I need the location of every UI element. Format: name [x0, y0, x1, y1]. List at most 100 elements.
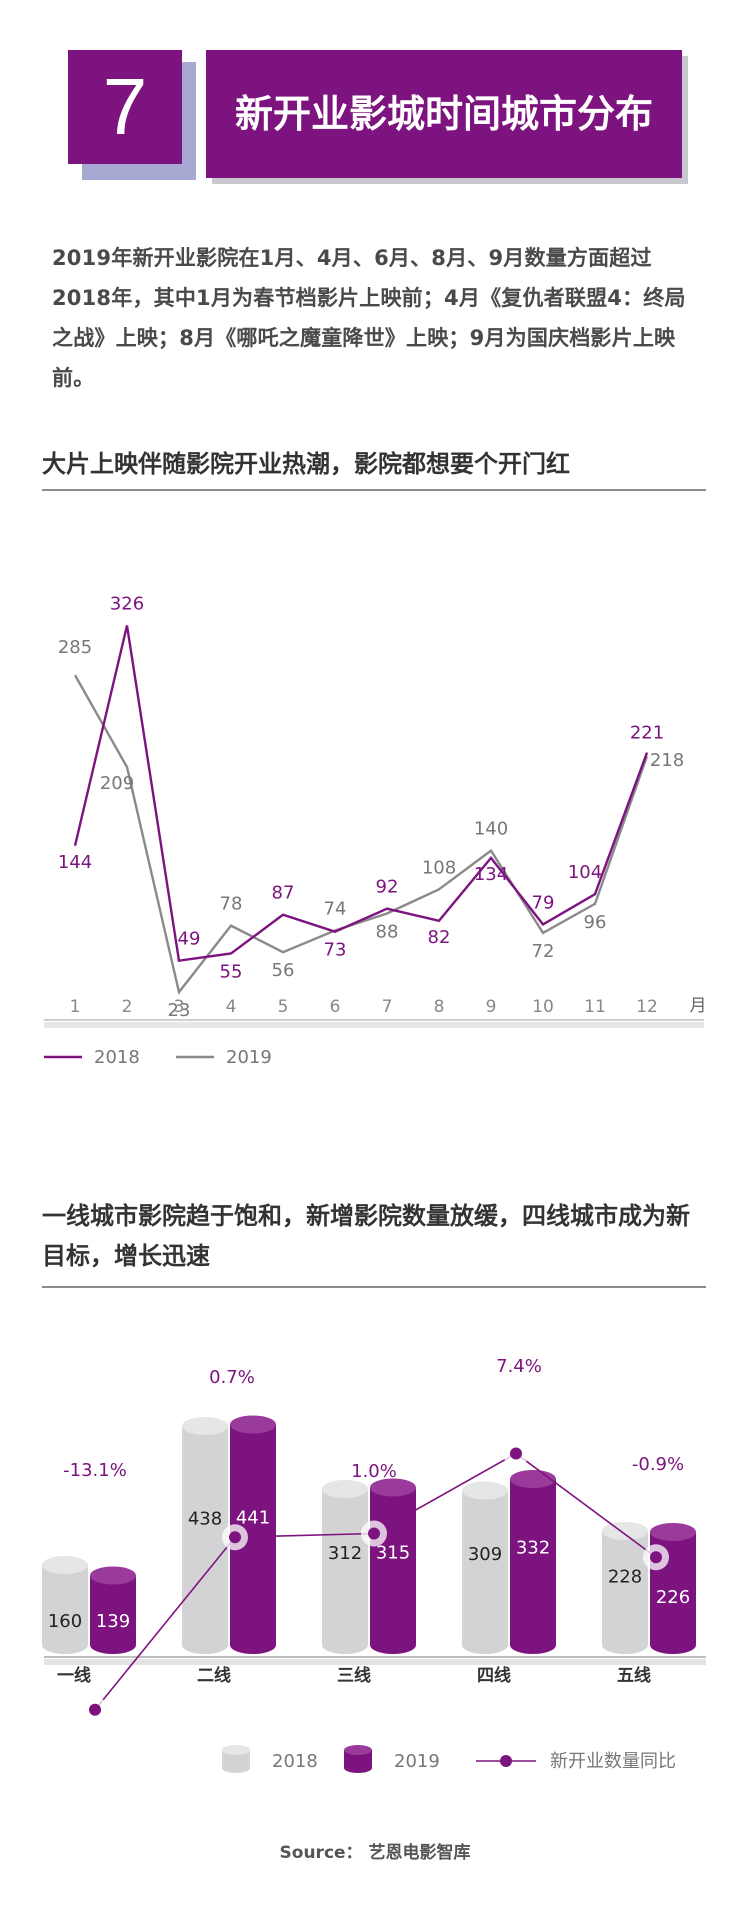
yoy-marker: [650, 1551, 662, 1564]
bar-value-2018: 312: [328, 1543, 362, 1564]
x-tick-label: 2: [122, 997, 133, 1017]
bar-2019-2-top: [230, 1415, 276, 1434]
bar-2018-5-top: [602, 1522, 648, 1540]
city-tier-bar-chart: 160 139 一线 438 441 二线 312 315 三线 309 332 四线 228 226 五线…: [42, 1356, 706, 1773]
data-label-2018: 326: [110, 594, 144, 615]
section1-divider: [42, 489, 706, 491]
category-label: 一线: [57, 1665, 91, 1686]
x-tick-label: 1: [70, 997, 81, 1017]
data-label-2018: 134: [474, 864, 508, 885]
x-axis-unit: 月: [690, 996, 707, 1016]
bar-2019-5-top: [650, 1523, 696, 1541]
data-label-2018: 49: [178, 929, 201, 950]
section1-title: 大片上映伴随影院开业热潮，影院都想要个开门红: [42, 450, 570, 478]
legend-swatch-2018-body: [222, 1750, 250, 1768]
x-tick-label: 6: [330, 997, 341, 1017]
bar-2018-5: [602, 1522, 648, 1654]
x-tick-label: 12: [636, 997, 658, 1017]
line-series-2019: [73, 674, 649, 995]
bar-2018-1-body: [42, 1565, 88, 1645]
bar-2018-2-body: [182, 1426, 228, 1645]
data-label-2019: 96: [584, 912, 607, 933]
line-series-2018: [73, 625, 649, 963]
bar-2018-3-top: [322, 1480, 368, 1498]
category-label: 二线: [197, 1665, 231, 1686]
bar-value-2018: 438: [188, 1509, 222, 1530]
bar-2018-4-top: [462, 1481, 508, 1500]
yoy-label: 1.0%: [351, 1461, 397, 1482]
data-label-2018: 55: [220, 961, 243, 982]
bar-2018-2: [182, 1417, 228, 1654]
bar-value-2019: 315: [376, 1542, 410, 1563]
legend-label-2019: 2019: [394, 1751, 440, 1772]
bar-value-2018: 228: [608, 1566, 642, 1587]
yoy-marker: [229, 1531, 241, 1544]
x-tick-label: 3: [174, 997, 185, 1017]
bar-value-2019: 139: [96, 1611, 130, 1632]
legend-swatch-2018-top: [222, 1745, 250, 1755]
data-label-2018: 144: [58, 852, 92, 873]
page-title: 新开业影城时间城市分布: [206, 50, 682, 178]
data-label-2019: 72: [532, 941, 555, 962]
bar-2019-3-top: [370, 1478, 416, 1497]
legend-label-2019: 2019: [226, 1047, 272, 1068]
yoy-label: 7.4%: [496, 1356, 542, 1377]
bar-2019-1: [90, 1566, 136, 1654]
data-label-2019: 285: [58, 637, 92, 658]
bar-2019-3: [370, 1478, 416, 1654]
yoy-label: 0.7%: [209, 1367, 255, 1388]
bar-value-2019: 441: [236, 1508, 270, 1529]
legend-swatch-2019-body: [344, 1750, 372, 1768]
bar-2018-4: [462, 1481, 508, 1654]
bar-2018-1-top: [42, 1556, 88, 1574]
yoy-marker: [510, 1447, 522, 1460]
yoy-label: -0.9%: [632, 1454, 684, 1475]
section-number-badge: 7: [68, 50, 182, 164]
x-tick-label: 8: [434, 997, 445, 1017]
bar-2019-4-body: [510, 1479, 556, 1645]
data-label-2018: 82: [428, 927, 451, 948]
intro-paragraph: 2019年新开业影院在1月、4月、6月、8月、9月数量方面超过2018年，其中1…: [52, 246, 686, 390]
category-label: 四线: [477, 1665, 511, 1686]
data-label-2019: 218: [650, 750, 684, 771]
yoy-marker: [89, 1703, 101, 1716]
yoy-marker: [368, 1527, 380, 1540]
data-label-2018: 221: [630, 723, 664, 744]
monthly-line-chart: 1443264955877392821347910422128520923785…: [44, 594, 707, 1068]
x-tick-label: 7: [382, 997, 393, 1017]
data-label-2019: 78: [220, 894, 243, 915]
bar-2018-1: [42, 1556, 88, 1654]
yoy-label: -13.1%: [63, 1460, 127, 1481]
x-tick-label: 5: [278, 997, 289, 1017]
data-label-2019: 140: [474, 819, 508, 840]
bar-2018-3-body: [322, 1489, 368, 1645]
x-tick-label: 9: [486, 997, 497, 1017]
data-label-2019: 56: [272, 960, 295, 981]
bar-value-2019: 226: [656, 1587, 690, 1608]
legend-label-2018: 2018: [272, 1751, 318, 1772]
bar-2019-3-body: [370, 1487, 416, 1645]
section2-divider: [42, 1286, 706, 1288]
data-label-2019: 74: [324, 898, 347, 919]
legend-swatch-yoy-marker: [500, 1755, 512, 1767]
bar-value-2019: 332: [516, 1538, 550, 1559]
bar-2018-2-top: [182, 1417, 228, 1435]
data-label-2018: 104: [568, 862, 602, 883]
section2-title: 一线城市影院趋于饱和，新增影院数量放缓，四线城市成为新目标，增长迅速: [42, 1202, 690, 1270]
legend-swatch-2019-top: [344, 1745, 372, 1755]
data-label-2019: 23: [168, 1000, 191, 1021]
legend-label-yoy: 新开业数量同比: [550, 1751, 676, 1772]
data-label-2019: 108: [422, 857, 456, 878]
category-label: 五线: [617, 1665, 651, 1686]
bar-2019-1-top: [90, 1566, 136, 1585]
bar-2019-1-body: [90, 1575, 136, 1645]
x-tick-label: 4: [226, 997, 237, 1017]
bar-2018-3: [322, 1480, 368, 1654]
bar-value-2018: 160: [48, 1611, 82, 1632]
legend-label-2018: 2018: [94, 1047, 140, 1068]
data-label-2019: 88: [376, 922, 399, 943]
x-tick-label: 11: [584, 997, 606, 1017]
data-label-2018: 87: [272, 883, 295, 904]
bar-2019-4: [510, 1470, 556, 1654]
x-axis-shadow: [44, 1022, 704, 1028]
